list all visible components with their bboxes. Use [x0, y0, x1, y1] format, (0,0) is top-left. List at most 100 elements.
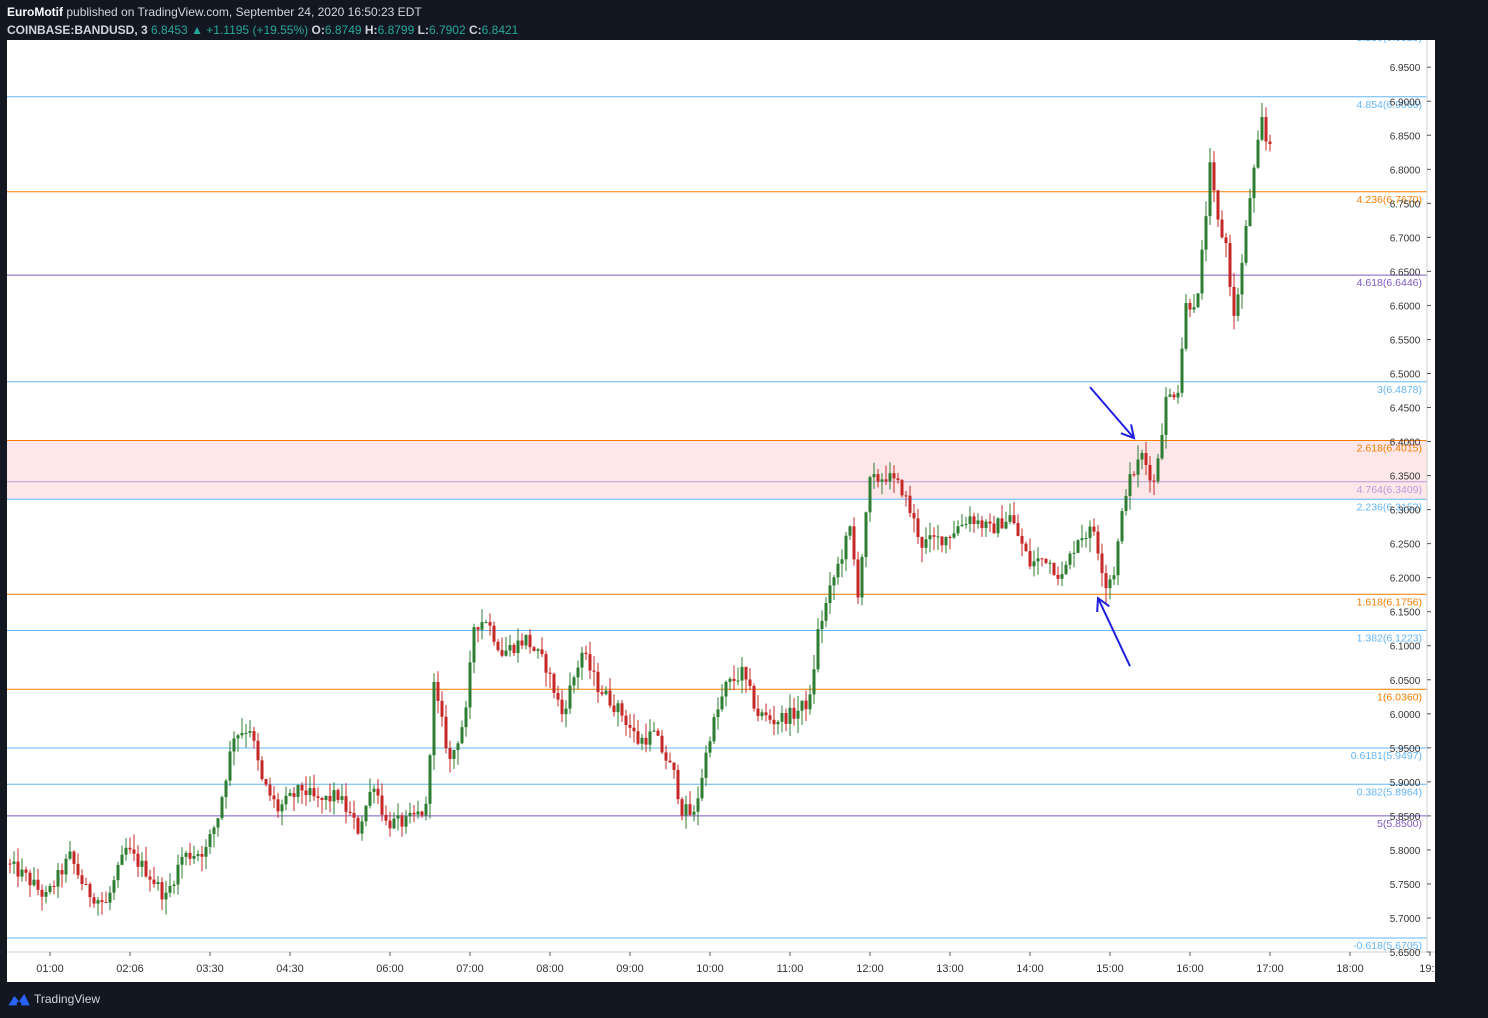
candle-bullish: [164, 880, 168, 915]
candle-bullish: [728, 676, 732, 691]
candle-bullish: [480, 609, 484, 640]
candle-bearish: [856, 551, 860, 605]
arrow-up-left-icon[interactable]: [1096, 596, 1131, 667]
price-tick-label: 6.1500: [1390, 608, 1421, 619]
candle-bullish: [296, 784, 300, 804]
candle-bearish: [264, 778, 268, 787]
price-axis[interactable]: 6.9500 6.9000 6.8500 6.8000 6.7500 6.7000 6.65…: [1390, 63, 1431, 959]
candle-bullish: [216, 818, 220, 837]
candle-bearish: [292, 787, 296, 811]
candle-bullish: [168, 873, 172, 898]
candle-bullish: [796, 695, 800, 734]
candle-bullish: [704, 745, 708, 787]
candle-bullish: [396, 803, 400, 831]
candle-bullish: [524, 634, 528, 650]
price-tick-label: 6.5500: [1390, 335, 1421, 346]
candle-bearish: [1040, 557, 1044, 567]
candle-bullish: [12, 851, 16, 875]
candle-bearish: [60, 863, 64, 888]
candle-bearish: [948, 535, 952, 550]
candle-bullish: [740, 656, 744, 694]
candle-bearish: [744, 666, 748, 693]
candle-bullish: [1180, 337, 1184, 398]
time-tick-label: 04:30: [276, 963, 304, 975]
candle-bearish: [908, 485, 912, 518]
price-tick-label: 6.1000: [1390, 642, 1421, 653]
candle-bearish: [988, 513, 992, 532]
candle-bearish: [884, 465, 888, 485]
candle-bearish: [1052, 562, 1056, 576]
candle-bullish: [108, 885, 112, 911]
candle-bullish: [484, 619, 488, 624]
candle-bullish: [232, 731, 236, 766]
candle-bearish: [252, 726, 256, 749]
candle-bullish: [1036, 547, 1040, 575]
candle-bearish: [24, 866, 28, 882]
candle-bullish: [48, 883, 52, 895]
arrow-down-right-icon[interactable]: [1089, 386, 1136, 440]
candle-bullish: [1260, 102, 1264, 142]
candle-bullish: [1196, 293, 1200, 308]
candle-bullish: [44, 885, 48, 904]
candle-bullish: [124, 838, 128, 861]
tradingview-logo-icon[interactable]: [7, 992, 31, 1008]
price-tick-label: 6.3500: [1390, 472, 1421, 483]
candle-bearish: [272, 786, 276, 808]
time-tick-label: 06:00: [376, 963, 404, 975]
fib-level-label: 2.618(6.4015): [1357, 443, 1422, 455]
candle-bullish: [1084, 531, 1088, 548]
candle-bearish: [36, 868, 40, 896]
tradingview-brand-label[interactable]: TradingView: [34, 992, 101, 1006]
candle-bullish: [424, 796, 428, 821]
candle-bullish: [212, 825, 216, 848]
candle-bearish: [152, 866, 156, 888]
candle-bearish: [904, 490, 908, 507]
price-tick-label: 5.7000: [1390, 914, 1421, 925]
candle-bullish: [1004, 511, 1008, 530]
fib-level-label: -0.618(5.6705): [1353, 940, 1422, 952]
candle-bearish: [1188, 298, 1192, 318]
candle-bearish: [752, 683, 756, 712]
candle-bearish: [128, 837, 132, 854]
candle-bullish: [1204, 201, 1208, 262]
author-name[interactable]: EuroMotif: [7, 5, 63, 19]
fib-level-label: 4.854(6.9066): [1357, 99, 1422, 111]
chart-pane[interactable]: 5.236(6.9929) 4.854(6.9066) 4.236(6.7670) 4…: [7, 32, 1441, 982]
candle-bearish: [852, 517, 856, 566]
candle-bullish: [324, 795, 328, 810]
candle-bullish: [332, 782, 336, 815]
time-axis[interactable]: 01:00 02:06 03:30 04:30 06:00 07:00 08:00 09:00…: [36, 952, 1441, 975]
time-tick-label: 07:00: [456, 963, 484, 975]
candle-bearish: [932, 527, 936, 551]
candle-bullish: [340, 784, 344, 804]
candle-bearish: [1096, 525, 1100, 561]
time-tick-label: 12:00: [856, 963, 884, 975]
candle-bearish: [520, 633, 524, 649]
candle-bullish: [576, 660, 580, 690]
candle-bullish: [652, 721, 656, 733]
candle-bullish: [924, 527, 928, 554]
candle-bearish: [80, 869, 84, 891]
candle-bearish: [88, 882, 92, 908]
candle-bearish: [676, 764, 680, 805]
candle-bearish: [256, 732, 260, 771]
symbol-label[interactable]: COINBASE:BANDUSD, 3: [7, 23, 148, 37]
candle-bearish: [1012, 501, 1016, 525]
candle-bullish: [976, 513, 980, 529]
candle-bearish: [1220, 210, 1224, 239]
chart-canvas[interactable]: 5.236(6.9929) 4.854(6.9066) 4.236(6.7670) 4…: [7, 32, 1441, 982]
candle-bullish: [364, 804, 368, 827]
candle-bearish: [768, 709, 772, 724]
candle-bullish: [956, 520, 960, 536]
time-tick-label: 11:00: [777, 963, 804, 975]
price-tick-label: 6.0500: [1390, 676, 1421, 687]
candle-bullish: [1164, 386, 1168, 449]
candle-bullish: [776, 720, 780, 735]
candle-bearish: [260, 756, 264, 782]
candle-bearish: [8, 858, 12, 874]
price-change: ▲ +1.1195 (+19.55%): [191, 23, 309, 37]
candle-bullish: [504, 636, 508, 657]
candle-bullish: [240, 718, 244, 739]
price-tick-label: 6.7500: [1390, 199, 1421, 210]
candle-bearish: [1044, 558, 1048, 565]
